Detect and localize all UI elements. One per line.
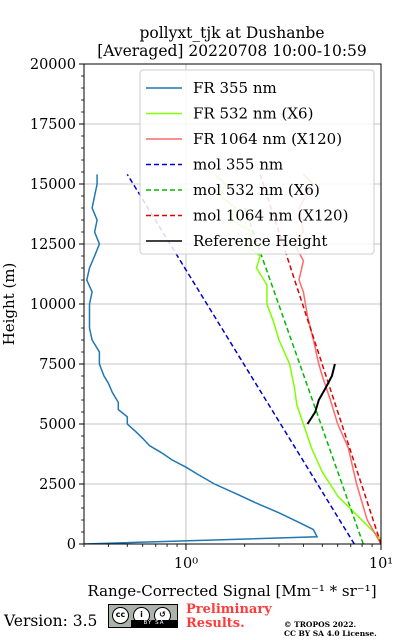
axis-ticks: 0 2500 5000 7500 10000 12500 15000 17500 20000 10… bbox=[30, 57, 393, 572]
preliminary-line2: Results. bbox=[186, 616, 245, 631]
y-tick-label: 15000 bbox=[30, 177, 76, 193]
legend-label-2: FR 1064 nm (X120) bbox=[193, 130, 342, 148]
x-tick-label: 10¹ bbox=[369, 556, 393, 572]
by-icon: i bbox=[133, 607, 150, 624]
y-tick-label: 2500 bbox=[39, 477, 76, 493]
y-tick-label: 7500 bbox=[39, 357, 76, 373]
legend-label-4: mol 532 nm (X6) bbox=[193, 181, 320, 199]
y-tick-label: 17500 bbox=[30, 117, 76, 133]
series-line-4 bbox=[243, 207, 364, 544]
y-tick-label: 10000 bbox=[30, 297, 76, 313]
cc-icon: cc bbox=[112, 607, 129, 624]
footer: Version: 3.5 bbox=[0, 600, 400, 640]
cc-badge-strip: BY SA bbox=[131, 620, 177, 627]
cc-license-badge: cc i ↺ BY SA bbox=[108, 604, 178, 628]
y-tick-label: 0 bbox=[67, 537, 76, 553]
legend-box bbox=[139, 69, 375, 255]
legend-label-3: mol 355 nm bbox=[193, 156, 283, 174]
chart-title-line1: pollyxt_tjk at Dushanbe bbox=[139, 24, 324, 42]
legend: FR 355 nm FR 532 nm (X6) FR 1064 nm (X120)… bbox=[139, 69, 375, 255]
version-label: Version: 3.5 bbox=[4, 612, 98, 630]
preliminary-line1: Preliminary bbox=[186, 602, 272, 617]
series-line-6 bbox=[306, 363, 336, 425]
chart-title-line2: [Averaged] 20220708 10:00-10:59 bbox=[97, 42, 367, 60]
series-line-0 bbox=[84, 174, 319, 544]
preliminary-results-note: Preliminary Results. bbox=[186, 603, 272, 631]
legend-label-0: FR 355 nm bbox=[193, 79, 277, 97]
y-tick-label: 5000 bbox=[39, 417, 76, 433]
x-tick-label: 10⁰ bbox=[174, 556, 198, 572]
x-axis-title: Range-Corrected Signal [Mm⁻¹ * sr⁻¹] bbox=[87, 582, 376, 600]
copyright-line2: CC BY SA 4.0 License. bbox=[284, 629, 377, 638]
copyright-line1: © TROPOS 2022. bbox=[284, 620, 357, 629]
y-tick-label: 12500 bbox=[30, 237, 76, 253]
copyright-note: © TROPOS 2022. CC BY SA 4.0 License. bbox=[284, 620, 377, 638]
reference-height-group bbox=[306, 363, 336, 425]
legend-label-1: FR 532 nm (X6) bbox=[193, 105, 313, 123]
legend-label-5: mol 1064 nm (X120) bbox=[193, 207, 348, 225]
y-tick-label: 20000 bbox=[30, 57, 76, 73]
y-axis-title: Height (m) bbox=[0, 263, 18, 346]
legend-label-6: Reference Height bbox=[193, 232, 327, 250]
